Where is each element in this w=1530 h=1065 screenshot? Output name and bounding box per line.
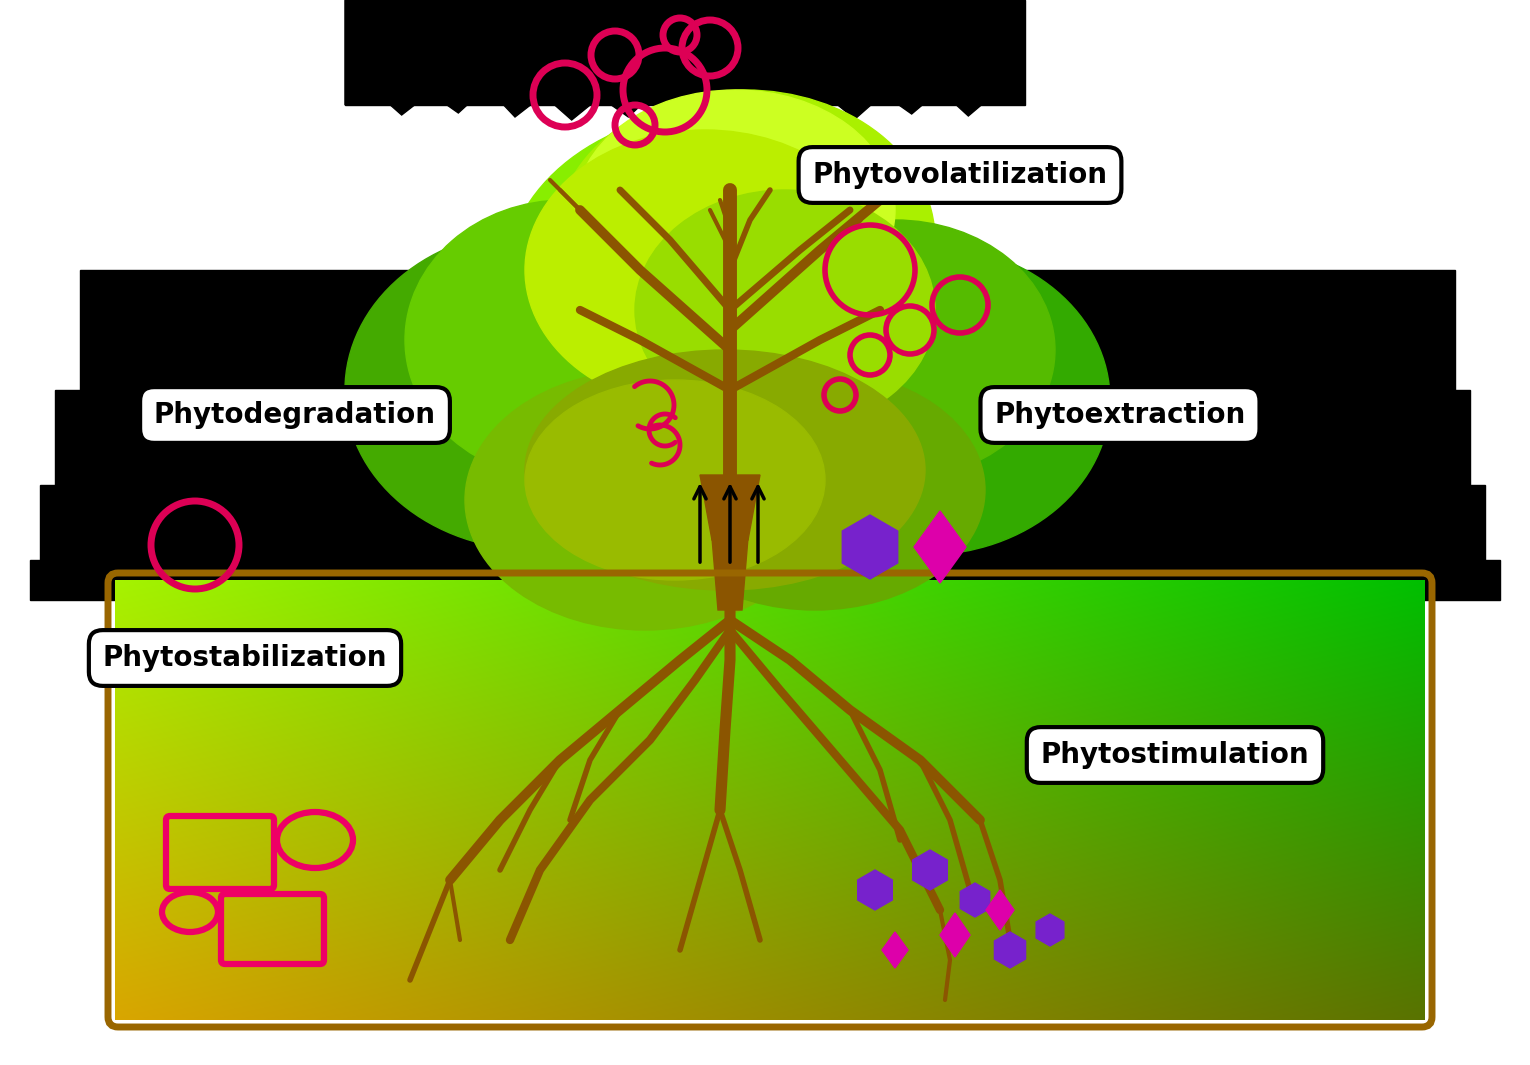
Ellipse shape [465,370,825,630]
Text: Phytoextraction: Phytoextraction [994,402,1245,429]
Ellipse shape [525,130,884,410]
Text: Phytovolatilization: Phytovolatilization [812,161,1108,189]
Text: Phytodegradation: Phytodegradation [155,402,436,429]
Polygon shape [701,475,760,540]
Ellipse shape [344,230,725,550]
Polygon shape [913,850,947,890]
Ellipse shape [525,350,926,590]
Ellipse shape [741,245,1109,555]
Polygon shape [843,515,898,579]
Text: Phytostabilization: Phytostabilization [103,644,387,672]
Polygon shape [858,870,892,910]
Ellipse shape [635,190,935,430]
Polygon shape [985,890,1014,930]
Polygon shape [994,932,1025,968]
Bar [80,271,1455,390]
Bar [55,390,1470,485]
Bar [31,560,1499,600]
Ellipse shape [555,91,935,390]
Polygon shape [961,883,990,917]
Ellipse shape [454,150,994,590]
Polygon shape [1036,914,1063,946]
Ellipse shape [505,110,946,450]
Ellipse shape [575,91,895,330]
Ellipse shape [734,220,1056,480]
Ellipse shape [646,370,985,610]
Ellipse shape [405,200,725,480]
Bar [40,485,1486,585]
Polygon shape [344,0,1025,120]
Polygon shape [913,511,965,583]
Polygon shape [881,932,907,968]
Polygon shape [711,538,748,610]
Bar [344,0,1025,105]
Text: Phytostimulation: Phytostimulation [1040,741,1310,769]
Polygon shape [939,913,970,957]
Ellipse shape [525,380,825,580]
